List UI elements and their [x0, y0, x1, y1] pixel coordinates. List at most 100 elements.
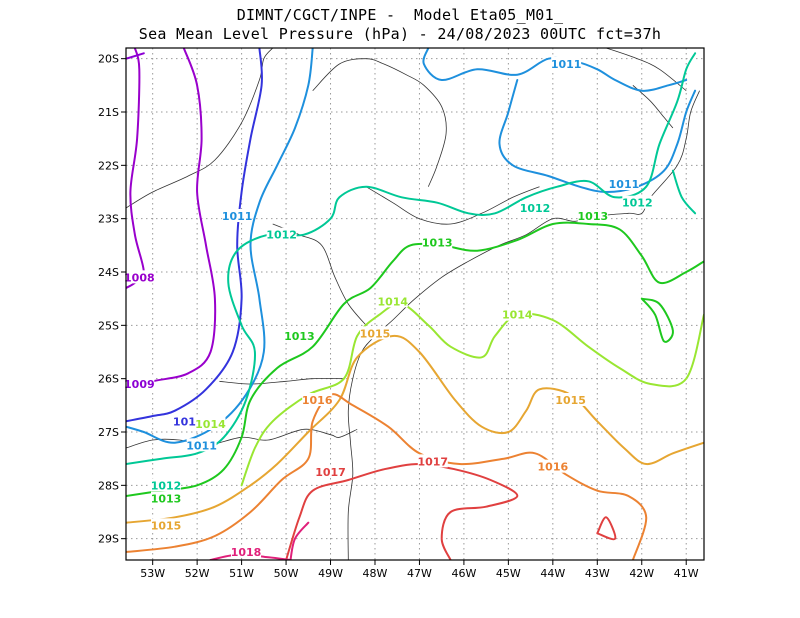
contour-label-bg: [284, 329, 315, 342]
contour-label-bg: [186, 438, 217, 452]
y-tick-label: 27S: [98, 426, 119, 439]
contour-1011: [498, 79, 697, 193]
contour-label-1008: 1008: [124, 271, 155, 284]
x-tick-label: 43W: [585, 567, 610, 580]
x-tick-label: 42W: [629, 567, 654, 580]
contour-label-1013: 1013: [151, 493, 182, 506]
contour-label-1011: 1011: [609, 178, 640, 191]
contour-label-bg: [417, 454, 448, 468]
contour-label-bg: [266, 227, 297, 241]
coastline: [126, 48, 274, 209]
x-tick-label: 46W: [451, 567, 476, 580]
contour-label-1012: 1012: [520, 202, 551, 215]
contour-label-bg: [555, 393, 586, 406]
contour-label-bg: [302, 393, 333, 406]
coastline: [365, 186, 540, 225]
x-tick-label: 47W: [407, 567, 432, 580]
x-tick-label: 41W: [674, 567, 699, 580]
chart-title-line-2: Sea Mean Level Pressure (hPa) - 24/08/20…: [138, 25, 662, 43]
contour-label-bg: [231, 545, 262, 558]
x-tick-label: 45W: [496, 567, 521, 580]
contour-label-1009: 1009: [124, 378, 155, 391]
coastline-layer: [126, 48, 700, 560]
contour-label-1016: 1016: [302, 394, 333, 407]
contour-label-1014: 1014: [377, 295, 408, 308]
contour-1009: [126, 52, 145, 60]
contour-label-1012: 1012: [151, 479, 182, 492]
contour-label-1015: 1015: [360, 327, 391, 340]
contour-label-bg: [124, 270, 155, 284]
x-tick-label: 52W: [185, 567, 210, 580]
contour-1018: [289, 521, 310, 560]
contour-label-bg: [537, 459, 568, 473]
contour-label-bg: [622, 195, 653, 209]
contour-label-1011: 1011: [222, 210, 253, 223]
y-tick-label: 21S: [98, 106, 119, 119]
contour-label-bg: [422, 235, 453, 249]
contour-label-bg: [315, 465, 346, 478]
contour-label-1014: 1014: [195, 418, 226, 431]
contour-1015: [126, 334, 704, 524]
y-tick-label: 22S: [98, 159, 119, 172]
contour-label-bg: [124, 377, 155, 390]
contour-label-1015: 1015: [555, 394, 586, 407]
coastline: [347, 90, 700, 560]
contour-label-1013: 1013: [284, 330, 315, 343]
contour-label-1012: 1012: [622, 197, 653, 210]
contour-label-1017: 1017: [417, 455, 448, 468]
contour-1012: [671, 169, 697, 215]
contour-1008: [126, 48, 145, 289]
contour-label-bg: [520, 201, 551, 214]
coastline: [632, 85, 674, 129]
y-tick-label: 24S: [98, 266, 119, 279]
contour-1017: [285, 463, 519, 560]
contour-label-bg: [551, 57, 582, 70]
contour-label-bg: [151, 478, 182, 492]
chart-title-line-1: DIMNT/CGCT/INPE - Model Eta05_M01_: [236, 6, 564, 24]
contour-label-1017: 1017: [315, 466, 346, 479]
contour-label-1015: 1015: [151, 519, 182, 532]
contour-1008: [126, 48, 217, 391]
contour-label-1013: 1013: [422, 237, 453, 250]
contour-1010: [126, 48, 263, 423]
contour-1012: [126, 52, 697, 465]
contour-1013: [126, 221, 704, 497]
contour-label-1013: 1013: [578, 210, 609, 223]
contour-1017: [596, 516, 617, 541]
contour-label-bg: [222, 209, 253, 222]
contour-label-bg: [608, 177, 639, 190]
contour-layer: [126, 48, 704, 560]
coastline: [126, 428, 358, 449]
contour-label-bg: [359, 326, 390, 340]
contour-label-bg: [577, 209, 608, 222]
contour-label-1018: 1018: [231, 546, 262, 559]
coastline: [312, 58, 447, 187]
y-tick-label: 20S: [98, 53, 119, 66]
contour-label-layer: 1008100910101011101110111011101210121012…: [124, 57, 653, 559]
contour-label-bg: [377, 294, 408, 308]
contour-1011: [126, 48, 314, 444]
plot-frame: [125, 47, 705, 561]
grid: [126, 48, 704, 560]
contour-label-bg: [151, 518, 182, 532]
y-tick-label: 28S: [98, 479, 119, 492]
contour-label-bg: [195, 417, 226, 430]
coastline: [606, 48, 687, 92]
y-tick-label: 26S: [98, 373, 119, 386]
x-tick-label: 53W: [140, 567, 165, 580]
contour-1016: [126, 393, 648, 560]
x-tick-label: 44W: [540, 567, 565, 580]
contour-1013: [640, 297, 674, 343]
x-tick-label: 51W: [229, 567, 254, 580]
contour-label-1011: 1011: [186, 439, 217, 452]
contour-label-1016: 1016: [538, 461, 569, 474]
contour-label-bg: [151, 491, 182, 505]
coastline: [219, 378, 344, 385]
y-tick-label: 25S: [98, 319, 119, 332]
contour-label-1014: 1014: [502, 309, 533, 322]
y-tick-label: 29S: [98, 533, 119, 546]
coastline: [272, 223, 367, 326]
x-tick-label: 48W: [363, 567, 388, 580]
x-tick-label: 50W: [274, 567, 299, 580]
